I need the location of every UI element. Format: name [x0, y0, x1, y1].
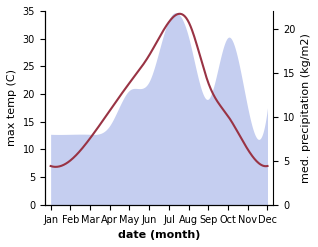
Y-axis label: max temp (C): max temp (C) [7, 69, 17, 146]
Y-axis label: med. precipitation (kg/m2): med. precipitation (kg/m2) [301, 33, 311, 183]
X-axis label: date (month): date (month) [118, 230, 200, 240]
